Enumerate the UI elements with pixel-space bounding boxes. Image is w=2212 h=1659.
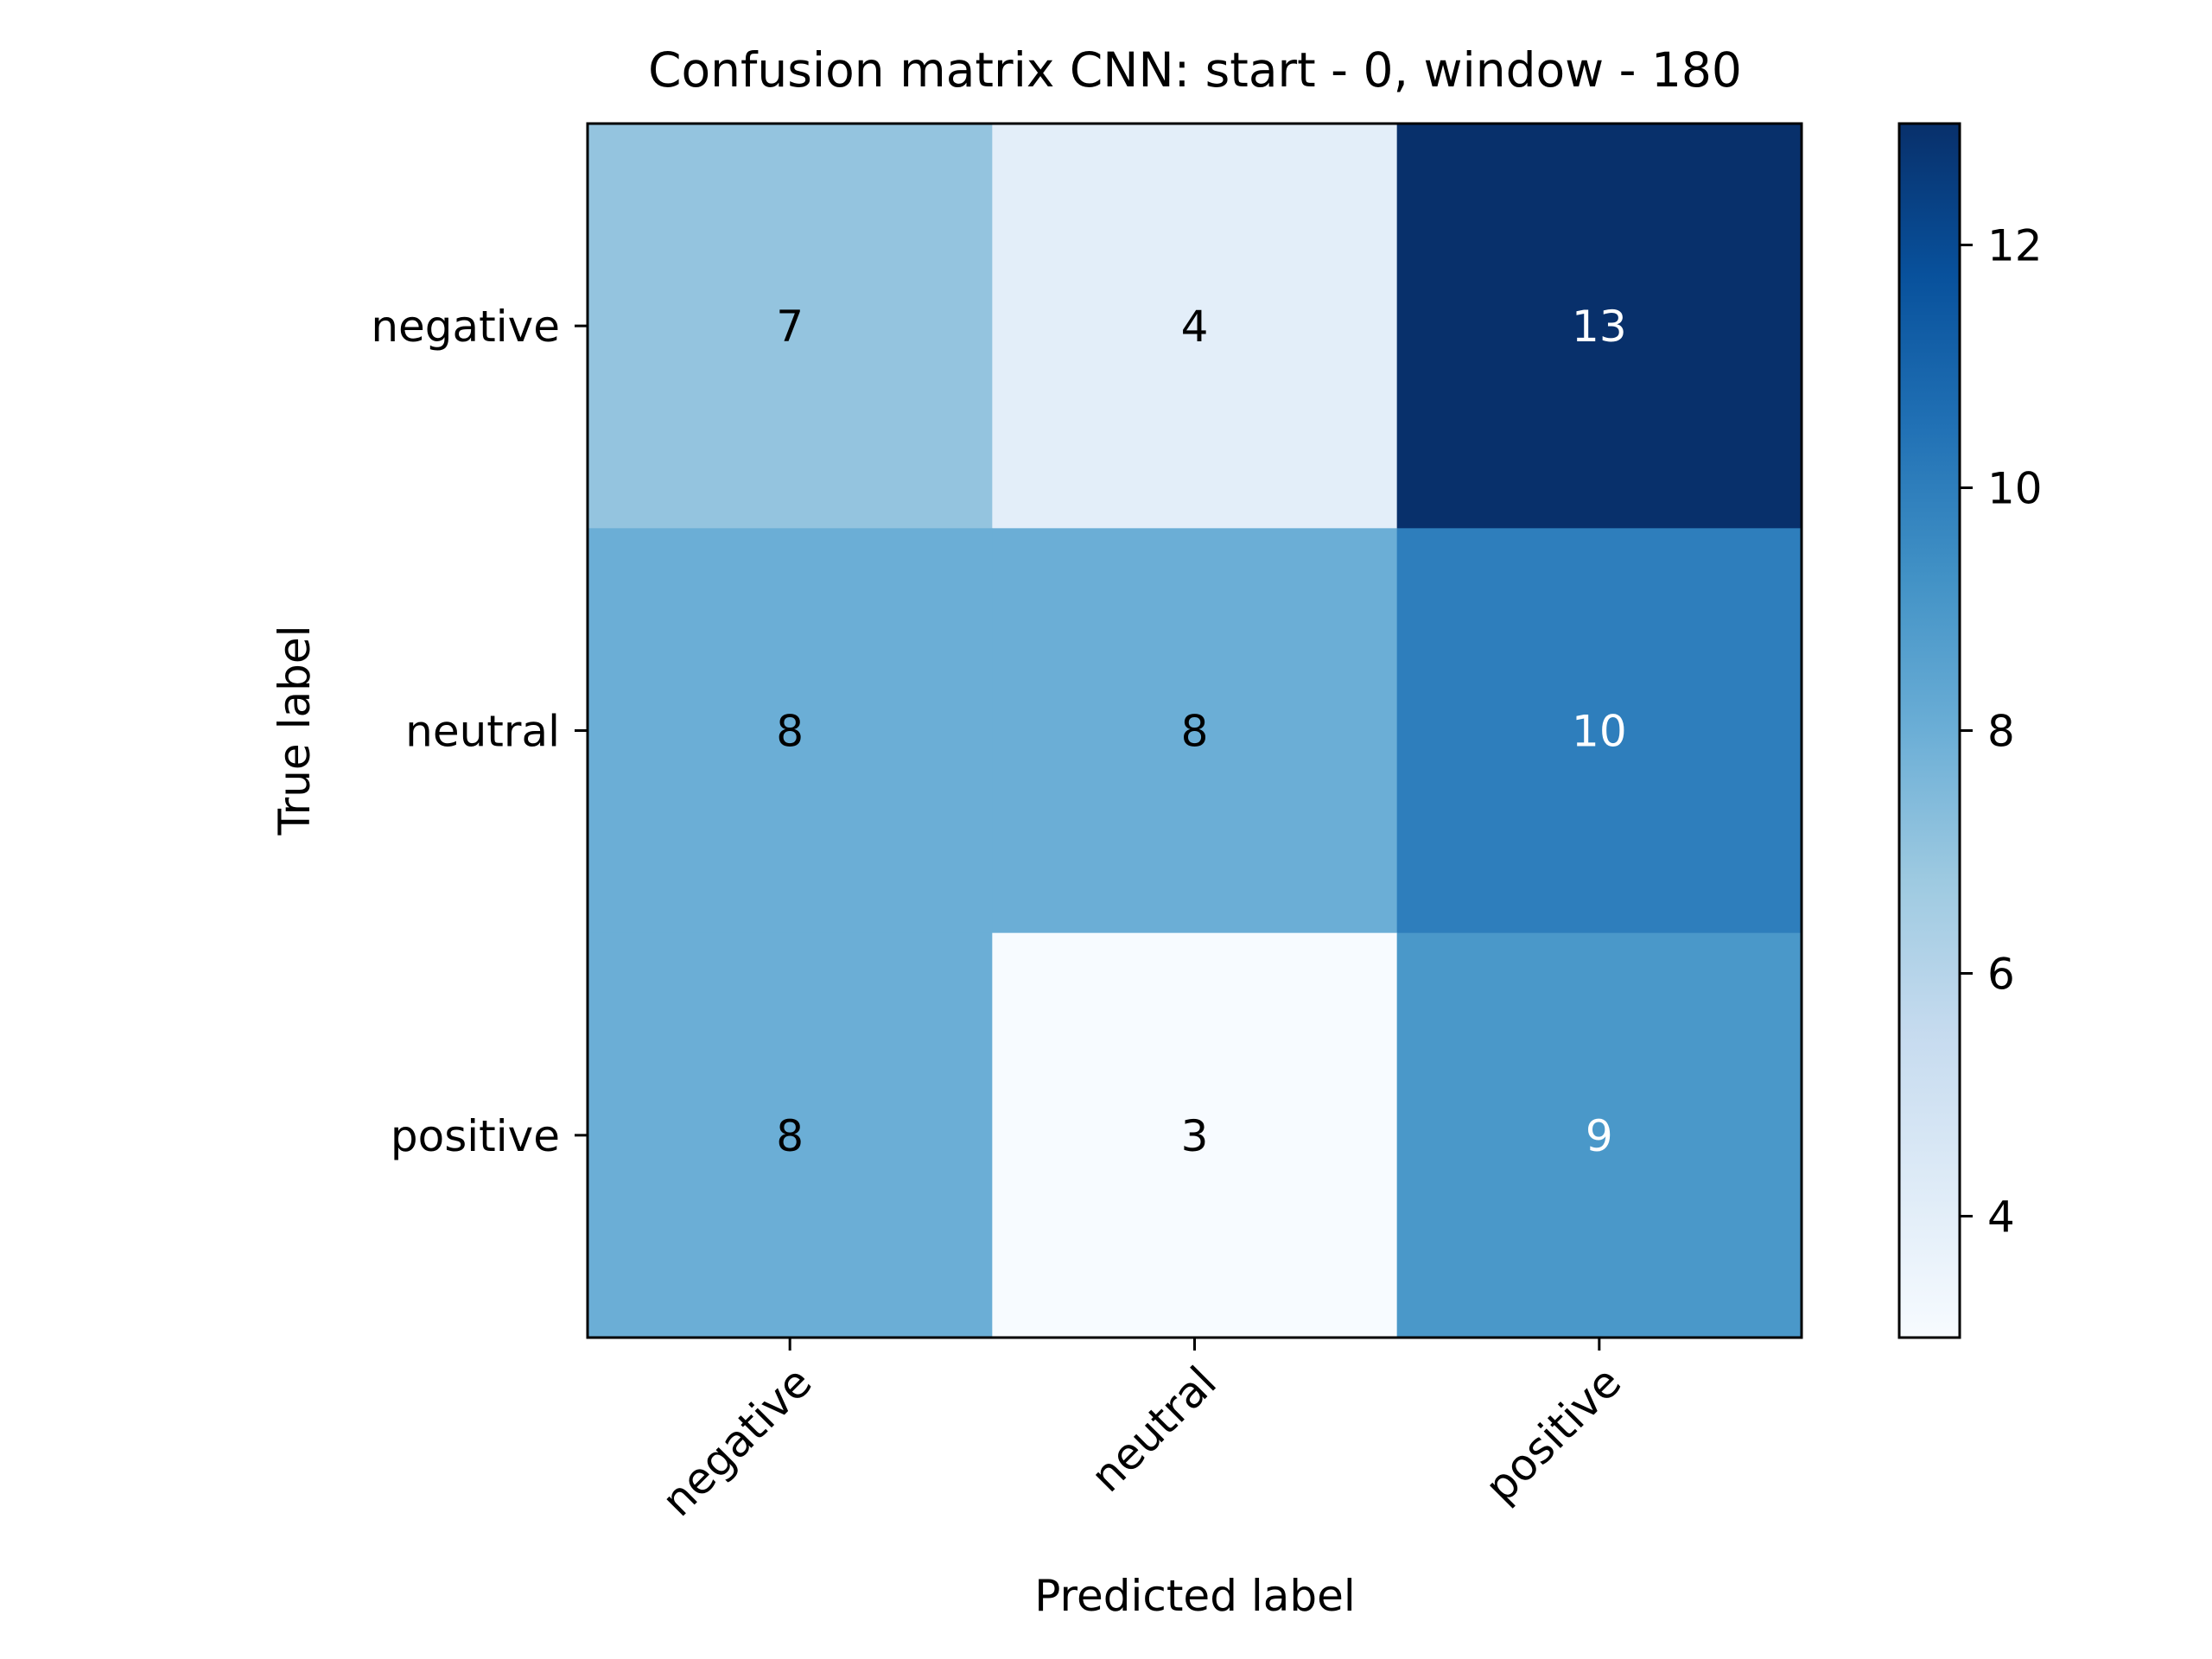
colorbar-tick-label: 10 — [1987, 464, 2043, 514]
cell-value-label: 4 — [1181, 302, 1209, 352]
y-tick-label: neutral — [405, 707, 560, 757]
colorbar-tick-label: 6 — [1987, 950, 2015, 1000]
x-tick-label: negative — [652, 1357, 822, 1526]
heatmap-cell — [588, 528, 993, 934]
x-tick-label: positive — [1476, 1357, 1631, 1512]
y-axis-label: True label — [270, 625, 320, 836]
cell-value-label: 13 — [1572, 302, 1627, 352]
cell-value-label: 9 — [1586, 1111, 1613, 1161]
x-tick-label: neutral — [1082, 1357, 1226, 1501]
cell-value-label: 3 — [1181, 1111, 1209, 1161]
cell-value-label: 10 — [1572, 707, 1627, 757]
heatmap-cell — [588, 932, 993, 1338]
heatmap-cell-labels: 7 4 13 8 8 10 8 3 9 — [776, 302, 1626, 1161]
heatmap-cell — [1396, 932, 1802, 1338]
colorbar-tick-label: 8 — [1987, 707, 2015, 757]
y-axis-ticks: negative neutral positive — [371, 302, 588, 1161]
y-tick-label: negative — [371, 302, 560, 352]
heatmap-cell — [1396, 528, 1802, 934]
x-axis-ticks: negative neutral positive — [652, 1338, 1630, 1526]
chart-title: Confusion matrix CNN: start - 0, window … — [648, 42, 1742, 98]
colorbar — [1897, 122, 1961, 1339]
heatmap-cell — [992, 528, 1398, 934]
x-axis-label: Predicted label — [1034, 1571, 1356, 1621]
heatmap-cells — [588, 124, 1802, 1338]
colorbar-tick-label: 4 — [1987, 1192, 2015, 1243]
heatmap-cell — [992, 124, 1398, 529]
y-tick-label: positive — [391, 1111, 560, 1161]
colorbar-ticks: 4 6 8 10 12 — [1960, 221, 2043, 1243]
cell-value-label: 8 — [1181, 707, 1209, 757]
colorbar-tick-label: 12 — [1987, 221, 2043, 271]
cell-value-label: 8 — [776, 1111, 804, 1161]
cell-value-label: 7 — [776, 302, 804, 352]
heatmap-cell — [992, 932, 1398, 1338]
heatmap-cell — [588, 124, 993, 529]
heatmap-cell — [1396, 124, 1802, 529]
cell-value-label: 8 — [776, 707, 804, 757]
